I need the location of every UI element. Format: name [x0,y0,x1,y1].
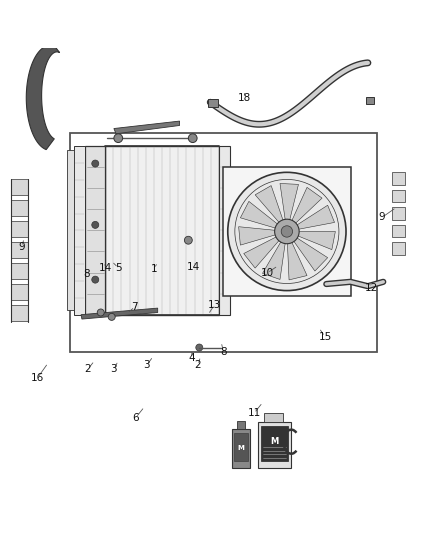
Text: 4: 4 [188,353,195,364]
Circle shape [108,313,115,320]
Text: 11: 11 [247,408,261,418]
Polygon shape [291,235,328,271]
Bar [208,99,218,107]
Bar [74,146,85,314]
Text: 7: 7 [131,302,138,312]
Bar [366,96,374,103]
Text: M: M [237,445,244,451]
Bar [392,207,405,220]
Bar [237,421,245,429]
Text: M: M [271,437,279,446]
Text: 14: 14 [187,262,200,271]
Text: 9: 9 [18,242,25,252]
Polygon shape [239,227,281,245]
Circle shape [275,219,299,244]
Bar [392,225,405,237]
Circle shape [92,221,99,229]
Circle shape [281,226,293,237]
Polygon shape [287,237,307,280]
Text: 14: 14 [99,263,112,273]
Text: 15: 15 [318,332,332,342]
Bar [392,190,405,202]
Circle shape [92,160,99,167]
Polygon shape [114,121,180,134]
Polygon shape [244,235,283,268]
Bar [105,146,219,314]
Circle shape [114,134,123,142]
Bar [11,221,28,237]
Text: 2: 2 [84,365,91,374]
Bar [258,422,291,468]
Text: 2: 2 [194,360,201,370]
Polygon shape [26,45,60,150]
Polygon shape [293,231,336,249]
Text: 12: 12 [365,282,378,293]
Polygon shape [280,183,298,225]
Polygon shape [81,308,158,319]
Polygon shape [255,185,285,227]
Circle shape [196,344,203,351]
Bar [261,426,288,462]
Text: 3: 3 [143,360,150,370]
Bar [264,413,283,422]
Text: 3: 3 [110,365,117,374]
Bar [85,146,105,314]
Polygon shape [293,205,335,230]
Text: 1: 1 [151,264,158,273]
Bar [392,243,405,255]
Circle shape [92,276,99,283]
Bar [11,200,28,216]
Circle shape [228,172,346,290]
Circle shape [184,236,192,244]
Polygon shape [262,237,286,279]
Text: 18: 18 [238,93,251,103]
Circle shape [97,309,104,316]
Bar [11,305,28,321]
Text: 10: 10 [261,268,274,278]
Bar [67,150,74,310]
Text: 5: 5 [115,263,122,273]
Bar [11,179,28,195]
Text: 8: 8 [220,347,227,357]
Bar [11,263,28,279]
Text: 13: 13 [208,300,221,310]
Polygon shape [240,201,282,230]
Bar [223,167,351,296]
Bar [234,433,248,462]
Bar [11,242,28,258]
Bar [11,284,28,300]
Text: 8: 8 [83,269,90,279]
Bar [232,429,250,468]
Bar [392,172,405,184]
Bar [219,146,230,314]
Bar [70,133,377,352]
Text: 9: 9 [378,213,385,222]
Circle shape [188,134,197,142]
Polygon shape [290,188,322,227]
Text: 6: 6 [132,413,139,423]
Text: 16: 16 [31,373,44,383]
